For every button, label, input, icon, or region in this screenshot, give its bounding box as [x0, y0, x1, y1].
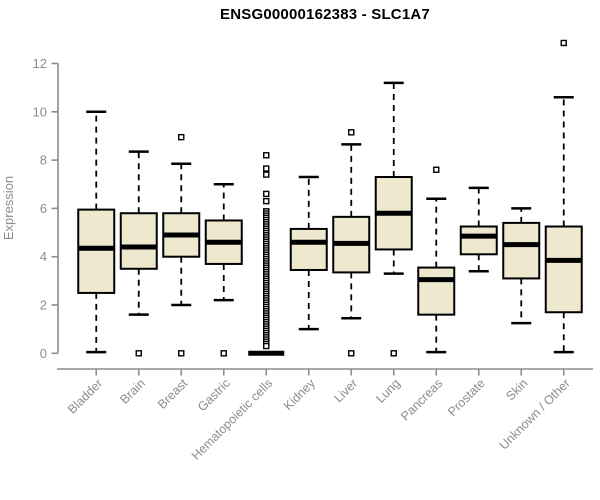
outlier-point — [263, 190, 270, 198]
x-tick-label-lung: Lung — [373, 376, 403, 406]
y-tick-label: 12 — [33, 56, 47, 71]
outlier-point — [263, 197, 270, 205]
boxplot-bladder — [77, 110, 116, 354]
iqr-box — [417, 266, 456, 316]
y-axis-title: Expression — [1, 176, 16, 240]
outlier-point — [263, 152, 270, 159]
chart-title: ENSG00000162383 - SLC1A7 — [220, 6, 430, 23]
boxplot-skin — [502, 207, 541, 325]
outlier-point — [560, 39, 567, 47]
outlier-point — [178, 350, 185, 357]
iqr-box — [289, 227, 328, 271]
boxplot-brain — [119, 150, 158, 357]
y-tick-label: 8 — [40, 153, 47, 168]
iqr-box — [119, 212, 158, 270]
outlier-point — [220, 350, 227, 357]
outlier-point — [390, 350, 397, 357]
y-tick-label: 6 — [40, 201, 47, 216]
x-tick-label-brain: Brain — [117, 376, 148, 407]
outlier-point — [348, 129, 355, 136]
iqr-box — [77, 208, 116, 294]
outlier-point — [263, 165, 270, 172]
x-tick-label-bladder: Bladder — [65, 376, 105, 416]
y-tick-label: 2 — [40, 298, 47, 313]
boxplot-liver — [332, 129, 371, 357]
iqr-box — [459, 225, 498, 256]
boxplot-breast — [162, 133, 201, 357]
x-tick-label-gastric: Gastric — [195, 376, 233, 414]
y-tick-label: 10 — [33, 104, 47, 119]
boxplot-kidney — [289, 175, 328, 331]
y-axis: 0 2 4 6 8 10 12 Expression — [1, 56, 59, 361]
outlier-point — [263, 171, 270, 178]
y-tick-label: 4 — [40, 249, 47, 264]
boxplot-prostate — [459, 186, 498, 273]
x-tick-label-liver: Liver — [331, 376, 360, 405]
outlier-point — [263, 342, 270, 350]
x-tick-label-kidney: Kidney — [281, 376, 318, 413]
boxplot-unknown-other — [544, 39, 583, 354]
boxplot-pancreas — [417, 166, 456, 354]
x-tick-label-breast: Breast — [155, 376, 191, 412]
boxplot-lung — [374, 81, 413, 357]
iqr-box — [502, 221, 541, 280]
outlier-point — [135, 350, 142, 357]
x-tick-label-skin: Skin — [503, 376, 530, 403]
x-tick-label-hematopoietic-cells: Hematopoietic cells — [189, 376, 276, 463]
outlier-point — [433, 166, 440, 173]
iqr-box — [544, 225, 583, 314]
y-tick-label: 0 — [40, 346, 47, 361]
boxplot-gastric — [204, 183, 243, 357]
outlier-point — [178, 133, 185, 141]
x-tick-label-prostate: Prostate — [445, 376, 488, 419]
x-tick-label-pancreas: Pancreas — [398, 376, 445, 423]
boxplot-hematopoietic-cells — [248, 152, 285, 356]
outlier-point — [348, 350, 355, 357]
